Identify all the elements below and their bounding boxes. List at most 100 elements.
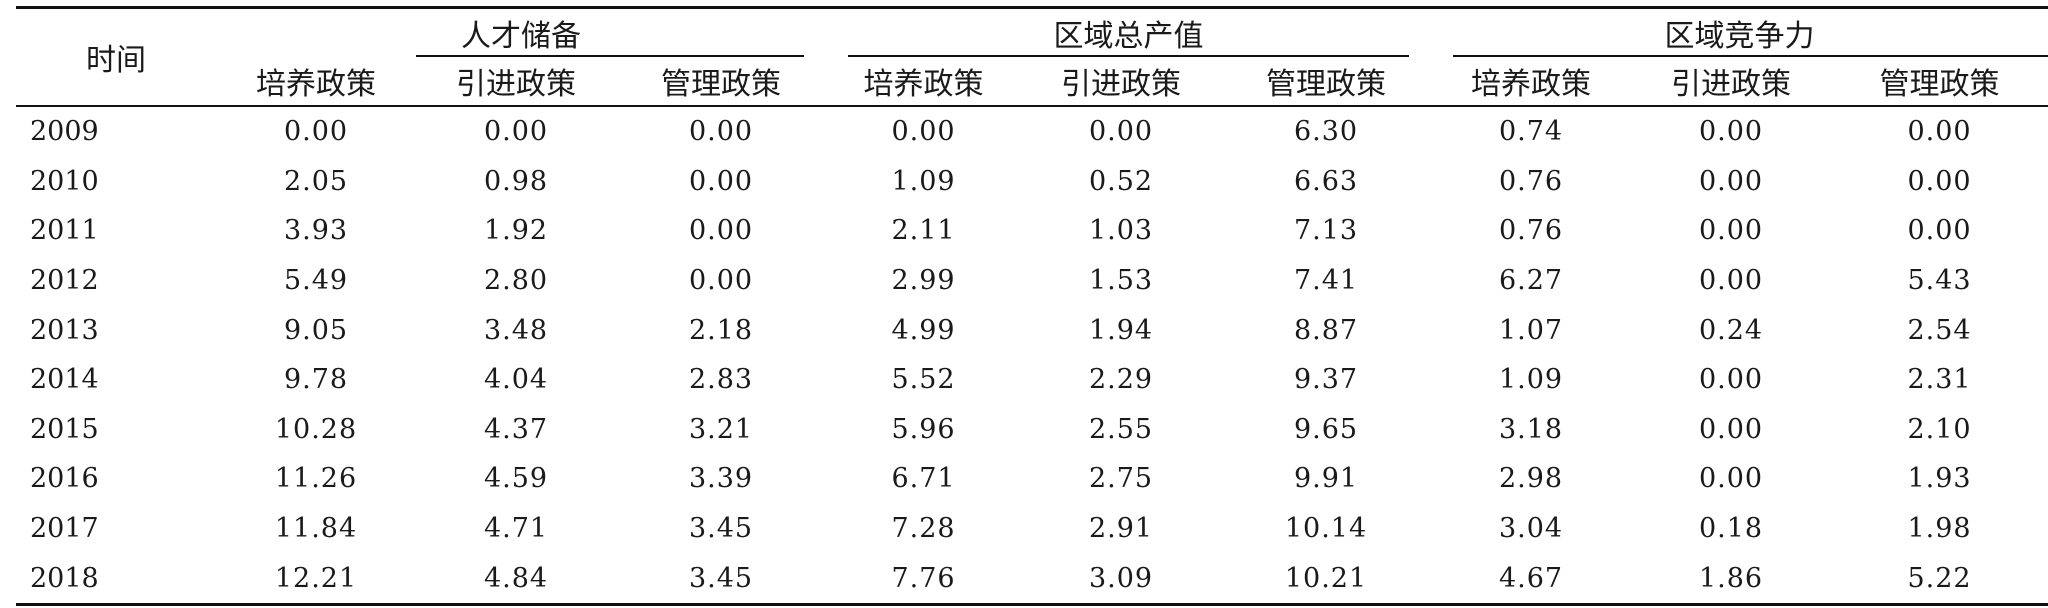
value-cell: 0.00 bbox=[688, 265, 754, 297]
value-cell: 1.98 bbox=[1907, 513, 1972, 545]
value-cell: 4.59 bbox=[483, 463, 549, 495]
sub-header-management: 管理政策 bbox=[616, 57, 826, 107]
value-cell: 3.18 bbox=[1498, 413, 1564, 445]
value-cell: 0.00 bbox=[1698, 265, 1764, 297]
value-cell: 2.31 bbox=[1907, 364, 1972, 396]
value-cell: 9.05 bbox=[283, 314, 349, 346]
value-cell: 9.78 bbox=[283, 364, 349, 396]
value-cell: 2.80 bbox=[483, 265, 549, 297]
value-cell: 0.76 bbox=[1498, 165, 1564, 197]
year-cell: 2018 bbox=[16, 553, 216, 606]
group-header-talent-reserve: 人才储备 bbox=[216, 6, 826, 58]
value-cell: 6.71 bbox=[891, 463, 956, 495]
value-cell: 1.86 bbox=[1631, 553, 1831, 606]
sub-header-row: 培养政策 引进政策 管理政策 培养政策 引进政策 管理政策 培养政策 引进政策 … bbox=[16, 57, 2048, 107]
value-cell: 2.29 bbox=[1088, 364, 1154, 396]
table-row: 2010 2.05 0.98 0.00 1.09 0.52 6.63 0.76 0.00 0.00 bbox=[16, 157, 2048, 207]
value-cell: 2.11 bbox=[891, 215, 956, 247]
value-cell: 5.49 bbox=[283, 265, 349, 297]
value-cell: 0.24 bbox=[1698, 314, 1764, 346]
value-cell: 3.45 bbox=[688, 513, 754, 545]
value-cell: 5.43 bbox=[1907, 265, 1972, 297]
table-row: 2015 10.28 4.37 3.21 5.96 2.55 9.65 3.18 0.00 2.1… bbox=[16, 405, 2048, 455]
value-cell: 10.21 bbox=[1221, 553, 1431, 606]
sub-header-introduction: 引进政策 bbox=[416, 57, 616, 107]
group-header-row: 时间 人才储备 区域总产值 区域竞争力 bbox=[16, 6, 2048, 107]
value-cell: 3.21 bbox=[688, 413, 754, 445]
value-cell: 9.91 bbox=[1293, 463, 1359, 495]
value-cell: 0.00 bbox=[1698, 116, 1764, 148]
value-cell: 2.91 bbox=[1088, 513, 1154, 545]
sub-header-introduction: 引进政策 bbox=[1631, 57, 1831, 107]
value-cell: 4.67 bbox=[1431, 553, 1631, 606]
value-cell: 0.00 bbox=[1698, 463, 1764, 495]
value-cell: 10.28 bbox=[274, 413, 358, 445]
table-row: 2014 9.78 4.04 2.83 5.52 2.29 9.37 1.09 0.00 2.31 bbox=[16, 355, 2048, 405]
year-cell: 2013 bbox=[30, 314, 99, 346]
value-cell: 1.92 bbox=[483, 215, 549, 247]
value-cell: 0.00 bbox=[688, 215, 754, 247]
value-cell: 0.98 bbox=[483, 165, 549, 197]
year-cell: 2009 bbox=[30, 116, 99, 148]
value-cell: 6.63 bbox=[1293, 165, 1359, 197]
value-cell: 1.93 bbox=[1907, 463, 1972, 495]
value-cell: 1.03 bbox=[1088, 215, 1154, 247]
data-table: 时间 人才储备 区域总产值 区域竞争力 培养政策 引进政策 管理政策 培养政策 … bbox=[16, 6, 2048, 606]
sub-header-cultivation: 培养政策 bbox=[1431, 57, 1631, 107]
group-header-regional-competitiveness: 区域竞争力 bbox=[1431, 6, 2048, 58]
value-cell: 1.09 bbox=[1498, 364, 1564, 396]
year-cell: 2011 bbox=[30, 215, 99, 247]
value-cell: 10.14 bbox=[1284, 513, 1368, 545]
value-cell: 0.76 bbox=[1498, 215, 1564, 247]
value-cell: 0.52 bbox=[1088, 165, 1154, 197]
year-cell: 2014 bbox=[30, 364, 99, 396]
table-row: 2017 11.84 4.71 3.45 7.28 2.91 10.14 3.04 0.18 1.… bbox=[16, 504, 2048, 554]
value-cell: 0.00 bbox=[483, 116, 549, 148]
year-cell: 2017 bbox=[30, 513, 99, 545]
value-cell: 0.00 bbox=[1698, 413, 1764, 445]
year-cell: 2015 bbox=[30, 413, 99, 445]
table-row: 2012 5.49 2.80 0.00 2.99 1.53 7.41 6.27 0.00 5.43 bbox=[16, 256, 2048, 306]
value-cell: 0.18 bbox=[1698, 513, 1764, 545]
value-cell: 3.04 bbox=[1498, 513, 1564, 545]
year-cell: 2012 bbox=[30, 265, 99, 297]
table-row: 2016 11.26 4.59 3.39 6.71 2.75 9.91 2.98 0.00 1.9… bbox=[16, 454, 2048, 504]
data-table-container: 时间 人才储备 区域总产值 区域竞争力 培养政策 引进政策 管理政策 培养政策 … bbox=[16, 6, 2048, 606]
value-cell: 11.26 bbox=[274, 463, 358, 495]
value-cell: 2.98 bbox=[1498, 463, 1564, 495]
value-cell: 2.99 bbox=[891, 265, 956, 297]
value-cell: 1.53 bbox=[1088, 265, 1154, 297]
value-cell: 1.09 bbox=[891, 165, 956, 197]
value-cell: 2.55 bbox=[1088, 413, 1154, 445]
value-cell: 0.00 bbox=[1907, 116, 1972, 148]
table-body: 2009 0.00 0.00 0.00 0.00 0.00 6.30 0.74 0.00 0.00… bbox=[16, 106, 2048, 606]
group-header-label: 区域竞争力 bbox=[1664, 19, 1815, 54]
value-cell: 0.74 bbox=[1498, 116, 1564, 148]
value-cell: 2.05 bbox=[283, 165, 349, 197]
value-cell: 4.99 bbox=[891, 314, 956, 346]
value-cell: 5.52 bbox=[891, 364, 956, 396]
value-cell: 2.10 bbox=[1907, 413, 1972, 445]
value-cell: 9.65 bbox=[1293, 413, 1359, 445]
sub-header-introduction: 引进政策 bbox=[1021, 57, 1221, 107]
sub-header-management: 管理政策 bbox=[1221, 57, 1431, 107]
value-cell: 7.28 bbox=[891, 513, 956, 545]
value-cell: 3.09 bbox=[1021, 553, 1221, 606]
value-cell: 0.00 bbox=[1698, 364, 1764, 396]
value-cell: 3.45 bbox=[616, 553, 826, 606]
value-cell: 0.00 bbox=[1088, 116, 1154, 148]
value-cell: 7.76 bbox=[826, 553, 1021, 606]
value-cell: 1.94 bbox=[1088, 314, 1154, 346]
table-header: 时间 人才储备 区域总产值 区域竞争力 培养政策 引进政策 管理政策 培养政策 … bbox=[16, 6, 2048, 107]
value-cell: 4.37 bbox=[483, 413, 549, 445]
sub-header-management: 管理政策 bbox=[1831, 57, 2048, 107]
value-cell: 6.30 bbox=[1293, 116, 1359, 148]
value-cell: 4.84 bbox=[416, 553, 616, 606]
value-cell: 2.75 bbox=[1088, 463, 1154, 495]
value-cell: 0.00 bbox=[1698, 215, 1764, 247]
year-cell: 2016 bbox=[30, 463, 99, 495]
table-row: 2018 12.21 4.84 3.45 7.76 3.09 10.21 4.67 1.86 5.… bbox=[16, 553, 2048, 606]
value-cell: 3.39 bbox=[688, 463, 754, 495]
value-cell: 9.37 bbox=[1293, 364, 1359, 396]
value-cell: 0.00 bbox=[688, 116, 754, 148]
